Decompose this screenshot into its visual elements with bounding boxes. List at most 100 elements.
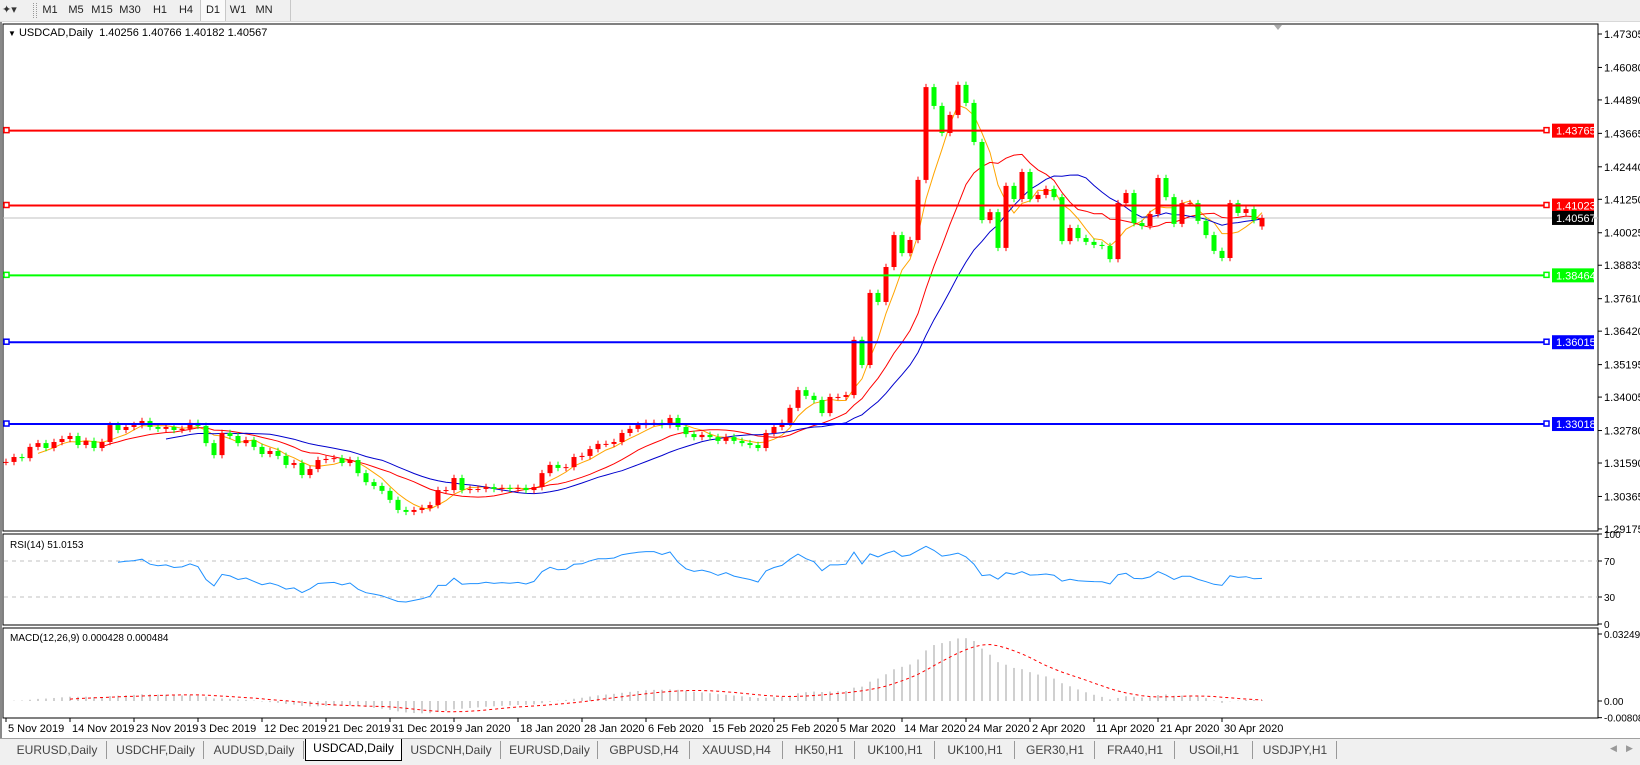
timeframe-h4-button[interactable]: H4 (178, 4, 194, 16)
candle-body[interactable] (683, 426, 689, 435)
candle-body[interactable] (1227, 203, 1233, 258)
candle-body[interactable] (75, 435, 81, 446)
candle-body[interactable] (803, 390, 809, 396)
candle-body[interactable] (875, 292, 881, 302)
candle-body[interactable] (267, 451, 273, 455)
candle-body[interactable] (51, 441, 57, 449)
candle-body[interactable] (35, 443, 41, 447)
candle-body[interactable] (739, 440, 745, 444)
chart-shift-marker[interactable] (1274, 25, 1282, 30)
candle-body[interactable] (275, 451, 281, 456)
candle-body[interactable] (171, 426, 177, 430)
candle-body[interactable] (11, 457, 17, 462)
candle-body[interactable] (1139, 223, 1145, 227)
candle-body[interactable] (299, 463, 305, 476)
candle-body[interactable] (1067, 227, 1073, 242)
candle-body[interactable] (555, 464, 561, 468)
candle-body[interactable] (763, 432, 769, 449)
candle-body[interactable] (1083, 238, 1089, 242)
chart-canvas[interactable]: 1.47305 1.46080 1.44890 1.43665 1.42440 1.412… (0, 0, 1640, 738)
candle-body[interactable] (379, 485, 385, 491)
candle-body[interactable] (899, 235, 905, 254)
timeframe-m15-button[interactable]: M15 (91, 4, 113, 16)
candle-body[interactable] (979, 141, 985, 221)
candle-body[interactable] (1051, 188, 1057, 198)
chart-tab[interactable]: AUDUSD,Daily (205, 741, 304, 759)
candle-body[interactable] (451, 478, 457, 491)
candle-body[interactable] (1171, 197, 1177, 224)
candle-body[interactable] (1163, 178, 1169, 198)
candle-body[interactable] (579, 455, 585, 458)
level-handle-left[interactable] (3, 126, 10, 134)
candle-body[interactable] (371, 482, 377, 486)
timeframe-w1-button[interactable]: W1 (229, 4, 247, 16)
level-handle-right[interactable] (1543, 338, 1550, 345)
candle-body[interactable] (851, 339, 857, 396)
candle-body[interactable] (699, 434, 705, 438)
candle-body[interactable] (395, 499, 401, 510)
candle-body[interactable] (243, 440, 249, 444)
chart-tab[interactable]: HK50,H1 (784, 741, 855, 759)
candle-body[interactable] (1211, 235, 1217, 251)
candle-body[interactable] (531, 487, 537, 491)
candle-body[interactable] (843, 395, 849, 397)
candle-body[interactable] (571, 457, 577, 468)
candle-body[interactable] (1235, 203, 1241, 213)
candle-body[interactable] (931, 87, 937, 106)
candle-body[interactable] (307, 469, 313, 476)
candle-body[interactable] (107, 425, 113, 442)
candle-body[interactable] (755, 445, 761, 449)
candle-body[interactable] (475, 488, 481, 490)
candle-body[interactable] (163, 426, 169, 429)
candle-body[interactable] (891, 235, 897, 268)
chart-tab[interactable]: USDCAD,Daily (305, 739, 402, 761)
candle-body[interactable] (131, 425, 137, 427)
candle-body[interactable] (995, 212, 1001, 248)
candle-body[interactable] (235, 435, 241, 444)
candle-body[interactable] (19, 457, 25, 459)
candle-body[interactable] (491, 487, 497, 489)
candle-body[interactable] (539, 473, 545, 488)
candle-body[interactable] (459, 478, 465, 491)
candle-body[interactable] (179, 428, 185, 430)
timeframe-d1-button[interactable]: D1 (200, 0, 226, 21)
timeframe-m30-button[interactable]: M30 (119, 4, 141, 16)
candle-body[interactable] (1131, 193, 1137, 224)
candle-body[interactable] (1003, 185, 1009, 248)
candle-body[interactable] (611, 441, 617, 444)
candle-body[interactable] (963, 84, 969, 103)
candle-body[interactable] (3, 461, 9, 463)
candle-body[interactable] (1043, 188, 1049, 195)
line-tools-icon[interactable]: ✦▾ (2, 4, 17, 16)
candle-body[interactable] (1091, 241, 1097, 245)
candle-body[interactable] (563, 467, 569, 469)
candle-body[interactable] (971, 102, 977, 142)
candle-body[interactable] (1147, 214, 1153, 227)
chart-tab[interactable]: USDCHF,Daily (108, 741, 204, 759)
candle-body[interactable] (419, 508, 425, 510)
candle-body[interactable] (515, 487, 521, 489)
candle-body[interactable] (27, 446, 33, 459)
level-handle-left[interactable] (3, 201, 10, 209)
candle-body[interactable] (187, 422, 193, 429)
candle-body[interactable] (819, 399, 825, 414)
candle-body[interactable] (547, 464, 553, 474)
candle-body[interactable] (1179, 203, 1185, 224)
candle-body[interactable] (1099, 244, 1105, 246)
candle-body[interactable] (787, 407, 793, 423)
candle-body[interactable] (123, 426, 129, 430)
candle-body[interactable] (1203, 220, 1209, 236)
chart-tab[interactable]: GER30,H1 (1016, 741, 1095, 759)
chart-tab[interactable]: EURUSD,Daily (502, 741, 598, 759)
candle-body[interactable] (203, 425, 209, 444)
candle-body[interactable] (139, 420, 145, 426)
candle-body[interactable] (691, 434, 697, 438)
candle-body[interactable] (835, 396, 841, 398)
candle-body[interactable] (595, 443, 601, 450)
candle-body[interactable] (1035, 194, 1041, 200)
toolbar-grip[interactable] (33, 3, 37, 18)
scroll-right-icon[interactable]: ▶ (1626, 743, 1633, 753)
candle-body[interactable] (67, 435, 73, 439)
candle-body[interactable] (523, 487, 529, 491)
candle-body[interactable] (1187, 203, 1193, 205)
